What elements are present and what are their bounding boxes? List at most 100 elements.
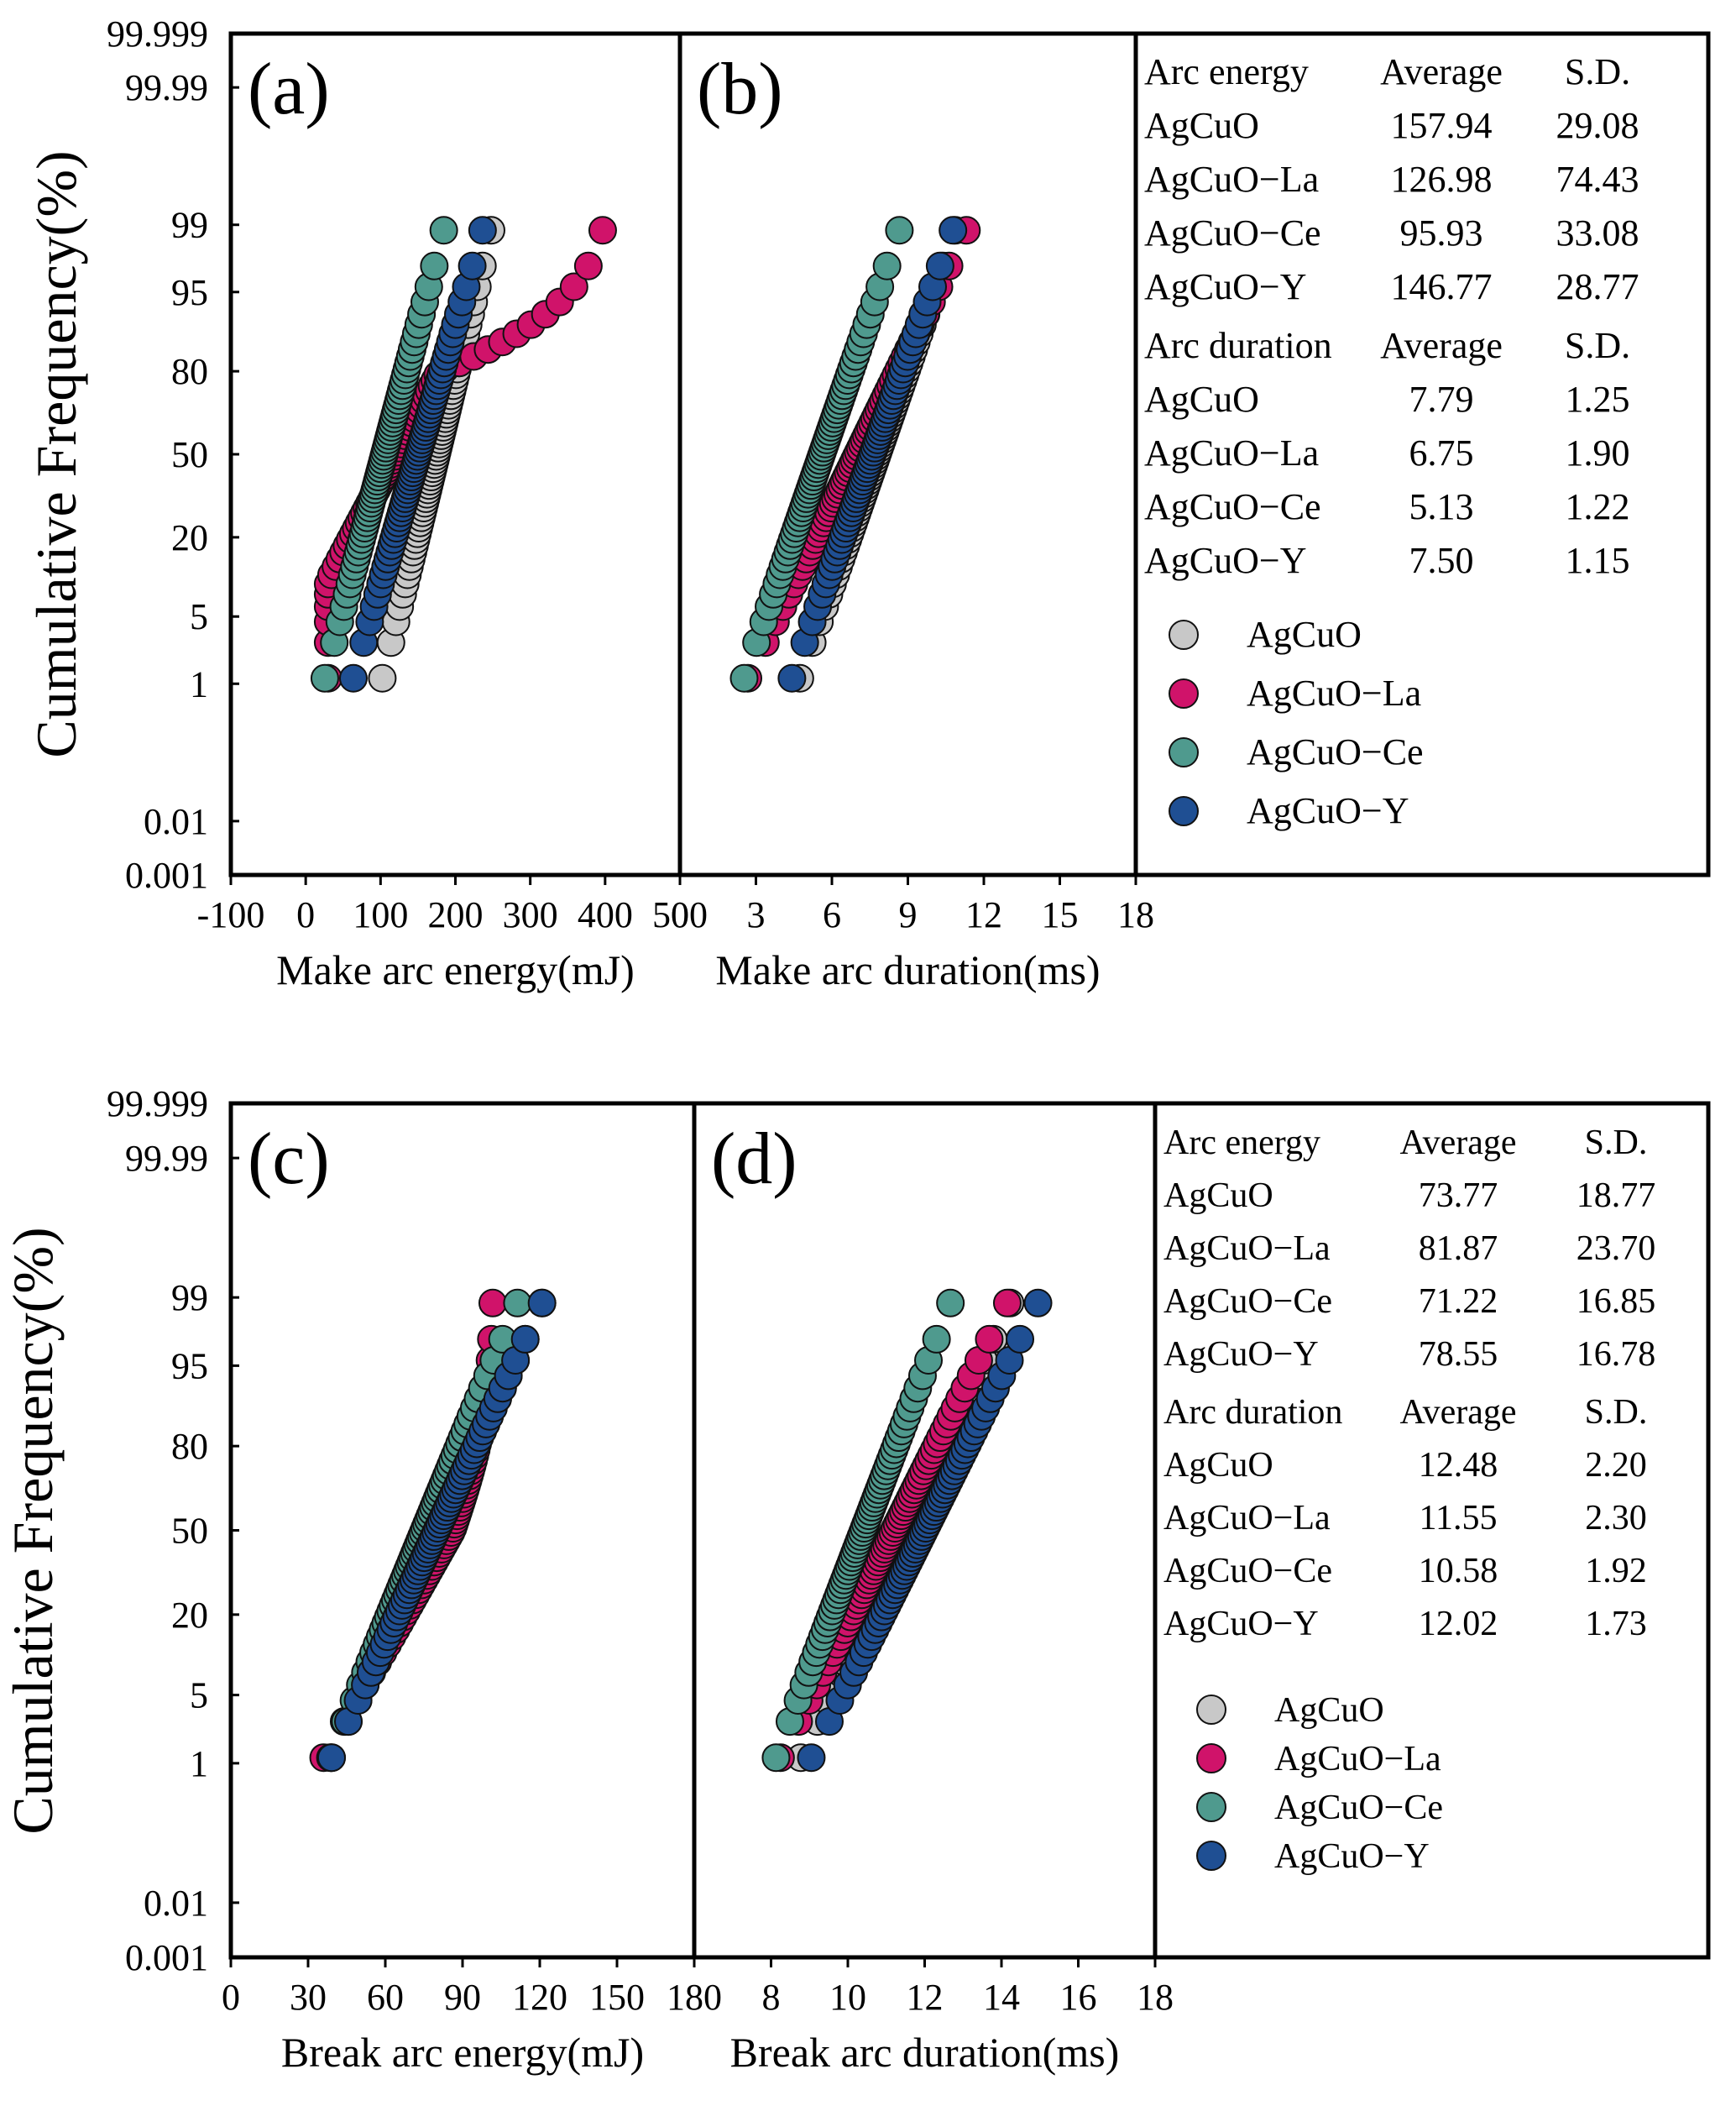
x-tick-label: 12: [965, 894, 1002, 935]
stats-table-bottom: Arc energy Average S.D. AgCuO 73.77 18.77 AgCu…: [1163, 1124, 1655, 1876]
legend-marker: [1196, 1695, 1226, 1725]
data-point: [429, 216, 458, 245]
duration-cell: 1.73: [1585, 1605, 1647, 1643]
y-ticks-top: 99.999 99.99 99 95 80 50 20 5 1 0.01 0.001: [107, 13, 239, 896]
series-AgCuO-Y: [777, 216, 968, 693]
energy-header: Average: [1399, 1124, 1516, 1162]
y-tick-label: 80: [171, 351, 208, 392]
energy-header: Arc energy: [1144, 51, 1309, 92]
legend-label: AgCuO−Ce: [1247, 731, 1424, 773]
data-point: [922, 1324, 951, 1354]
x-tick-label: 8: [762, 1977, 781, 2018]
legend-marker: [1169, 737, 1199, 767]
energy-cell: AgCuO: [1144, 105, 1259, 146]
data-point: [1006, 1324, 1035, 1354]
x-tick-label: 0: [222, 1977, 240, 2018]
x-axis-label: Break arc duration(ms): [730, 2029, 1120, 2076]
duration-cell: 1.22: [1566, 486, 1630, 527]
data-point: [338, 663, 368, 693]
x-tick-label: 500: [652, 894, 708, 935]
data-point: [761, 1743, 791, 1773]
series-AgCuO-Y: [797, 1288, 1053, 1773]
panel-label: (a): [248, 49, 330, 130]
panel-label: (b): [697, 49, 783, 130]
x-tick-label: 100: [353, 894, 408, 935]
y-tick-label: 0.01: [144, 1883, 208, 1924]
x-tick-label: 15: [1042, 894, 1079, 935]
duration-cell: 1.25: [1566, 379, 1630, 420]
y-tick-label: 5: [190, 1675, 208, 1716]
energy-header: Arc energy: [1163, 1124, 1320, 1162]
x-tick-label: 6: [823, 894, 841, 935]
x-tick-label: 180: [667, 1977, 722, 2018]
duration-cell: AgCuO−La: [1163, 1499, 1331, 1537]
legend-marker: [1169, 796, 1199, 826]
data-point: [588, 216, 617, 245]
duration-cell: 7.50: [1409, 540, 1474, 581]
duration-header: Average: [1380, 325, 1503, 366]
legend-marker: [1196, 1841, 1226, 1871]
data-point: [797, 1743, 826, 1773]
series-AgCuO-Y: [338, 216, 497, 693]
y-tick-label: 0.01: [144, 801, 208, 842]
energy-cell: 71.22: [1419, 1282, 1498, 1321]
panel-b: 0 3 6 9 12 15 18 Make arc duration(ms) (b): [671, 49, 1154, 993]
series-AgCuO-Ce: [761, 1288, 965, 1773]
data-point: [992, 1288, 1022, 1317]
y-axis-label-top: Cumulative Frequency(%): [24, 150, 88, 757]
duration-cell: 12.48: [1419, 1446, 1498, 1485]
y-tick-label: 0.001: [125, 855, 208, 896]
legend-label: AgCuO: [1274, 1691, 1384, 1730]
x-tick-label: 16: [1060, 1977, 1097, 2018]
bottom-row: Cumulative Frequency(%) 99.999 99.99 99 95 8…: [1, 1083, 1711, 2076]
x-axis-label: Break arc energy(mJ): [281, 2029, 644, 2076]
panel-a-frame: [228, 31, 682, 877]
data-point: [310, 663, 339, 693]
y-tick-label: 5: [190, 596, 208, 637]
x-tick-label: 400: [578, 894, 633, 935]
duration-cell: 1.15: [1566, 540, 1630, 581]
energy-header: S.D.: [1565, 51, 1630, 92]
series-AgCuO-La: [309, 1288, 507, 1773]
x-tick-label: 120: [512, 1977, 567, 2018]
data-point: [527, 1288, 557, 1317]
energy-cell: 16.85: [1577, 1282, 1656, 1321]
legend-marker: [1196, 1743, 1226, 1773]
data-point: [885, 216, 914, 245]
energy-cell: AgCuO−Ce: [1163, 1282, 1332, 1321]
data-point: [458, 251, 487, 280]
x-tick-label: 14: [983, 1977, 1020, 2018]
energy-cell: AgCuO: [1163, 1176, 1273, 1215]
energy-cell: 33.08: [1556, 212, 1639, 254]
energy-cell: 146.77: [1391, 266, 1493, 307]
series-AgCuO-Y: [317, 1288, 557, 1773]
duration-header: Arc duration: [1163, 1393, 1342, 1432]
data-point: [1023, 1288, 1053, 1317]
energy-cell: 18.77: [1577, 1176, 1656, 1215]
x-tick-label: 300: [503, 894, 558, 935]
x-tick-label: 18: [1137, 1977, 1174, 2018]
legend-label: AgCuO−Y: [1247, 790, 1409, 831]
energy-cell: 74.43: [1556, 159, 1639, 200]
x-tick-label: -100: [197, 894, 265, 935]
y-tick-label: 95: [171, 272, 208, 313]
data-point: [872, 251, 902, 280]
energy-cell: AgCuO−La: [1163, 1229, 1331, 1268]
x-tick-label: 200: [428, 894, 484, 935]
x-tick-label: 10: [829, 1977, 866, 2018]
duration-cell: 1.90: [1566, 432, 1630, 474]
y-tick-label: 99.99: [125, 1138, 208, 1179]
y-tick-label: 99.999: [107, 1083, 208, 1124]
energy-cell: 78.55: [1419, 1335, 1498, 1374]
energy-header: Average: [1380, 51, 1503, 92]
x-tick-label: 60: [367, 1977, 404, 2018]
energy-cell: AgCuO−Y: [1163, 1335, 1319, 1374]
legend-label: AgCuO−Ce: [1274, 1789, 1443, 1827]
stats-box-bottom: [1153, 1101, 1711, 1960]
data-point: [317, 1743, 347, 1773]
x-axis-label: Make arc energy(mJ): [276, 946, 635, 993]
duration-cell: AgCuO−Y: [1144, 540, 1307, 581]
series-AgCuO-Ce: [729, 216, 914, 693]
duration-cell: 7.79: [1409, 379, 1474, 420]
